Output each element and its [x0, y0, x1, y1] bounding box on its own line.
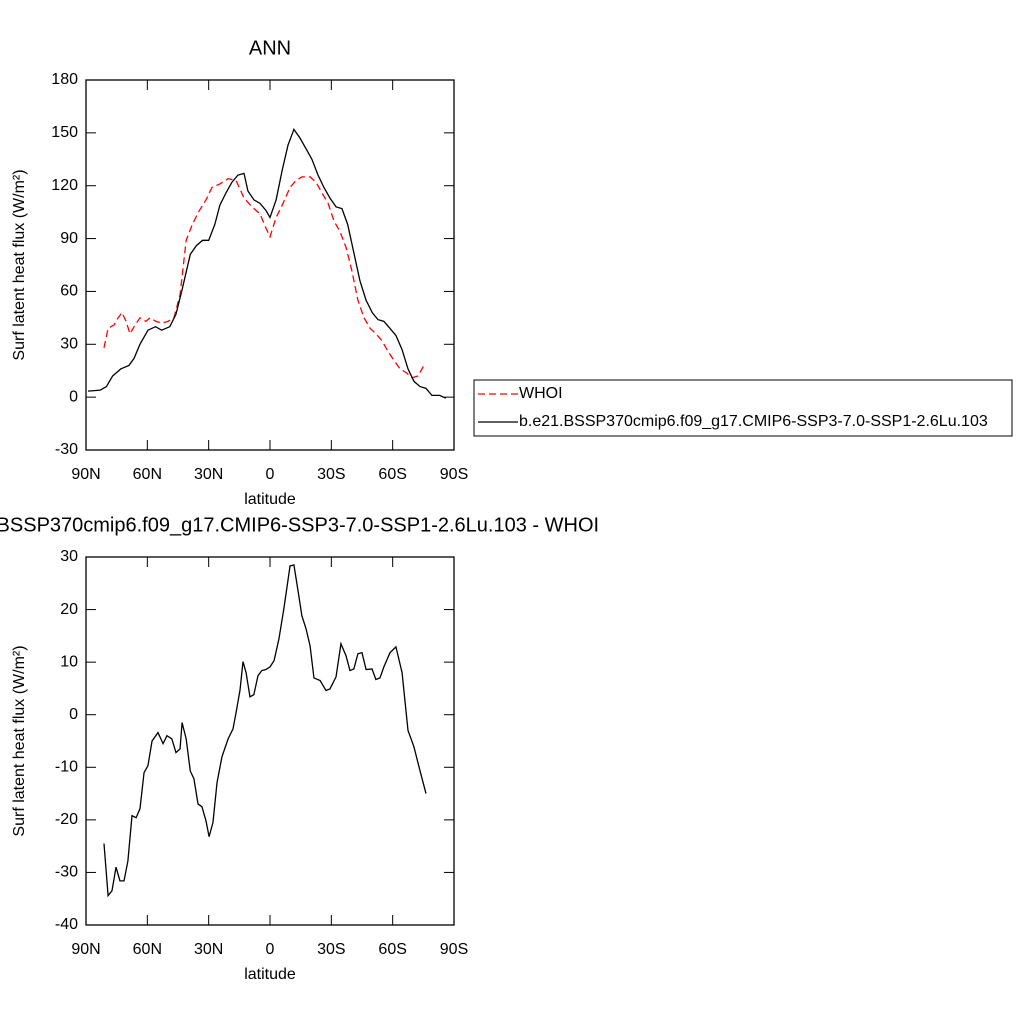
- data-line: [103, 176, 425, 379]
- x-axis-label: latitude: [244, 966, 296, 983]
- y-axis-label: Surf latent heat flux (W/m²): [11, 169, 28, 360]
- legend-box: [473, 379, 1013, 437]
- y-tick-label: 120: [51, 177, 78, 194]
- x-tick-label: 0: [266, 941, 275, 958]
- x-axis-label: latitude: [244, 491, 296, 508]
- y-tick-label: 20: [60, 601, 78, 618]
- y-tick-label: -40: [55, 916, 78, 933]
- x-tick-label: 60S: [378, 941, 406, 958]
- x-tick-label: 30S: [317, 941, 345, 958]
- x-tick-label: 90S: [440, 941, 468, 958]
- y-tick-label: -30: [55, 864, 78, 881]
- x-tick-label: 90N: [71, 941, 100, 958]
- x-tick-label: 60S: [378, 466, 406, 483]
- x-tick-label: 0: [266, 466, 275, 483]
- data-line: [103, 564, 427, 898]
- y-tick-label: -20: [55, 811, 78, 828]
- x-tick-label: 90S: [440, 466, 468, 483]
- plot-frame: [85, 556, 455, 926]
- y-tick-label: 180: [51, 71, 78, 88]
- y-tick-label: 0: [69, 388, 78, 405]
- data-line: [87, 127, 447, 399]
- y-tick-label: 30: [60, 336, 78, 353]
- y-tick-label: 60: [60, 283, 78, 300]
- y-tick-label: 90: [60, 230, 78, 247]
- legend-label: b.e21.BSSP370cmip6.f09_g17.CMIP6-SSP3-7.…: [519, 413, 988, 430]
- x-tick-label: 60N: [133, 941, 162, 958]
- plot-frame: [85, 79, 455, 451]
- y-tick-label: 30: [60, 548, 78, 565]
- chart-title: ANN: [249, 37, 291, 59]
- y-tick-label: -10: [55, 759, 78, 776]
- y-tick-label: -30: [55, 441, 78, 458]
- y-tick-label: 150: [51, 124, 78, 141]
- x-tick-label: 30N: [194, 941, 223, 958]
- x-tick-label: 90N: [71, 466, 100, 483]
- y-tick-label: 10: [60, 653, 78, 670]
- x-tick-label: 30S: [317, 466, 345, 483]
- y-axis-label: Surf latent heat flux (W/m²): [11, 645, 28, 836]
- chart-title: b.e21.BSSP370cmip6.f09_g17.CMIP6-SSP3-7.…: [0, 514, 599, 536]
- y-tick-label: 0: [69, 706, 78, 723]
- legend-label: WHOI: [519, 385, 563, 402]
- x-tick-label: 30N: [194, 466, 223, 483]
- x-tick-label: 60N: [133, 466, 162, 483]
